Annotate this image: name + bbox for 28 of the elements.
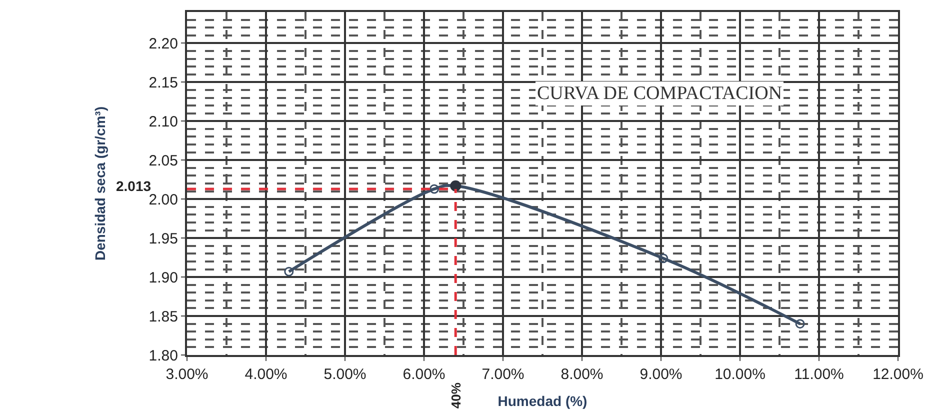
point [430, 184, 440, 194]
x-tick-label: 3.00% [166, 366, 208, 383]
ref-line-label: 2.013 [116, 178, 152, 194]
x-tick-label: 6.00% [402, 366, 446, 383]
x-axis-title: Humedad (%) [498, 392, 588, 409]
text: CURVA DE COMPACTACION [537, 83, 782, 104]
y-tick-label: 1.80 [148, 347, 178, 364]
x-tick-label: 11.00% [794, 366, 844, 383]
point [795, 319, 805, 329]
y-tick-label: 2.15 [148, 74, 178, 92]
x-tick-label: 4.00% [244, 366, 288, 383]
y-tick-label: 2.05 [148, 152, 178, 170]
y-tick-label: 2.00 [148, 191, 178, 208]
y-tick-label: 1.85 [148, 308, 178, 326]
y-tick-label: 2.10 [148, 113, 178, 130]
y-axis-title: Densidad seca (gr/cm³) [92, 106, 108, 261]
annotation: 40% [448, 382, 464, 409]
x-tick-label: 10.00% [714, 366, 766, 383]
point [284, 266, 294, 276]
point [658, 254, 668, 264]
x-tick-label: 5.00% [324, 366, 366, 383]
x-tick-label: 9.00% [640, 366, 682, 383]
y-tick-label: 1.95 [148, 230, 178, 248]
x-tick-label: 7.00% [482, 366, 524, 383]
y-tick-label: 1.90 [148, 269, 178, 286]
y-tick-label: 2.20 [148, 35, 178, 52]
x-tick-label: 12.00% [872, 366, 924, 383]
x-tick-label: 8.00% [560, 366, 604, 383]
